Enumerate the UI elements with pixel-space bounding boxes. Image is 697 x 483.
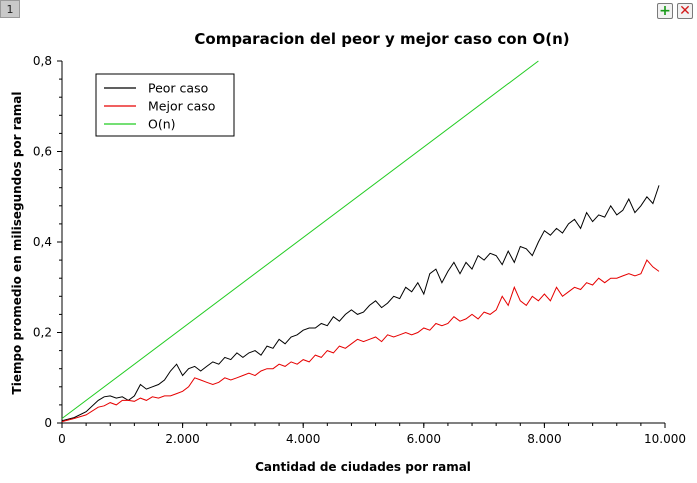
y-axis-label: Tiempo promedio en milisegundos por rama… <box>10 92 24 395</box>
series-line-1 <box>61 259 660 423</box>
y-tick-label: 0,4 <box>33 235 52 249</box>
x-tick-label: 6.000 <box>407 432 441 446</box>
y-tick-label: 0,2 <box>33 326 52 340</box>
y-tick-label: 0,6 <box>33 145 52 159</box>
plus-icon[interactable]: + <box>657 3 673 19</box>
legend: Peor caso Mejor caso O(n) <box>95 73 235 137</box>
series-line-2 <box>61 60 539 419</box>
legend-entry: O(n) <box>148 117 176 132</box>
x-tick-label: 2.000 <box>165 432 199 446</box>
window-tab[interactable]: 1 <box>0 0 20 18</box>
x-tick-label: 8.000 <box>527 432 561 446</box>
y-tick-label: 0 <box>44 416 52 430</box>
chart-title: Comparacion del peor y mejor caso con O(… <box>194 30 569 48</box>
x-tick-label: 4.000 <box>286 432 320 446</box>
x-tick-label: 0 <box>58 432 66 446</box>
legend-entry: Peor caso <box>148 81 208 96</box>
x-tick-label: 10.000 <box>644 432 686 446</box>
y-tick-label: 0,8 <box>33 54 52 68</box>
legend-box <box>95 73 235 137</box>
axes: 0 2.000 4.000 6.000 8.000 10.000 0 0,2 0,4 0,6 0,8 <box>33 54 686 446</box>
close-icon[interactable]: ✕ <box>677 3 693 19</box>
plot-area <box>61 60 660 423</box>
legend-entry: Mejor caso <box>148 99 215 114</box>
x-axis-label: Cantidad de ciudades por ramal <box>255 460 471 474</box>
series-line-0 <box>61 185 660 422</box>
